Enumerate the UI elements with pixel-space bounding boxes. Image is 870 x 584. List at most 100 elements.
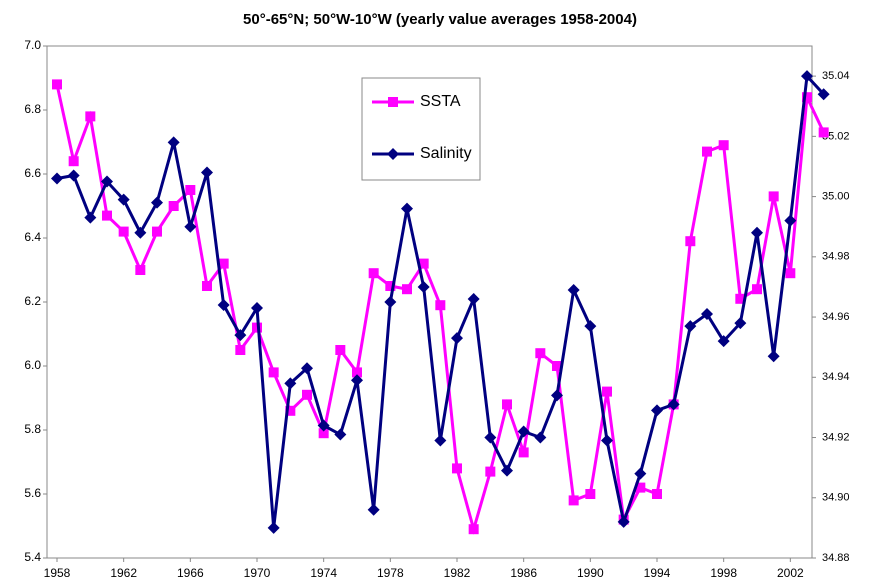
- point: [251, 302, 263, 315]
- point: [352, 367, 362, 378]
- point: [168, 201, 179, 211]
- point: [702, 146, 712, 157]
- x-tick-label: 1958: [44, 566, 71, 580]
- point: [785, 268, 796, 279]
- x-tick-label: 1970: [244, 566, 271, 580]
- y2-tick-label: 34.90: [822, 492, 850, 504]
- y2-tick-label: 34.94: [822, 371, 850, 383]
- point: [635, 482, 646, 493]
- point: [801, 70, 813, 83]
- point: [368, 268, 379, 279]
- point: [235, 345, 246, 355]
- point: [317, 419, 330, 432]
- point: [218, 258, 229, 269]
- point: [318, 428, 329, 439]
- point: [401, 202, 413, 215]
- y-tick-label: 5.8: [24, 422, 41, 436]
- y-tick-label: 5.6: [24, 486, 41, 500]
- y2-tick-label: 34.92: [822, 431, 850, 443]
- x-tick-label: 1974: [310, 566, 337, 580]
- y2-tick-label: 34.88: [822, 552, 850, 564]
- x-tick-label: 2002: [777, 566, 804, 580]
- point: [167, 136, 180, 149]
- y-tick-label: 5.4: [24, 550, 41, 564]
- point: [201, 166, 213, 179]
- point: [117, 193, 130, 206]
- point: [267, 521, 280, 534]
- point: [502, 399, 512, 410]
- point: [135, 265, 146, 275]
- x-tick-label: 1962: [110, 566, 137, 580]
- point: [552, 361, 562, 371]
- y2-tick-label: 34.96: [822, 311, 850, 323]
- y-tick-label: 6.0: [24, 358, 41, 372]
- y2-tick-label: 34.98: [822, 251, 850, 263]
- x-tick-label: 1998: [710, 566, 737, 580]
- point: [701, 308, 713, 321]
- point: [767, 350, 780, 363]
- point: [134, 226, 147, 239]
- point: [102, 210, 112, 221]
- point: [334, 428, 347, 441]
- point: [817, 88, 830, 101]
- x-tick-label: 1978: [377, 566, 404, 580]
- point: [685, 236, 696, 247]
- y-tick-label: 6.2: [24, 294, 41, 308]
- point: [434, 434, 447, 447]
- point: [85, 111, 96, 122]
- point: [718, 140, 729, 151]
- point: [484, 431, 497, 444]
- point: [452, 463, 462, 474]
- point: [384, 296, 397, 308]
- point: [351, 374, 363, 387]
- point: [84, 211, 97, 224]
- point: [634, 467, 647, 480]
- point: [818, 127, 829, 138]
- point: [418, 258, 429, 269]
- point: [202, 281, 212, 291]
- point: [285, 405, 296, 416]
- point: [751, 226, 763, 239]
- point: [602, 386, 612, 397]
- point: [667, 398, 680, 411]
- point: [651, 404, 663, 417]
- point: [585, 489, 596, 499]
- chart-title: 50°-65°N; 50°W-10°W (yearly value averag…: [243, 11, 637, 28]
- point: [52, 79, 62, 90]
- point: [51, 172, 63, 185]
- point: [535, 348, 546, 359]
- point: [784, 214, 797, 227]
- point: [217, 299, 230, 312]
- point: [118, 226, 129, 237]
- point: [601, 434, 613, 447]
- point: [101, 175, 113, 188]
- y-tick-label: 6.6: [24, 166, 41, 180]
- point: [468, 524, 479, 535]
- x-tick-label: 1982: [444, 566, 471, 580]
- point: [517, 425, 530, 438]
- y-tick-label: 6.4: [24, 230, 41, 244]
- point: [752, 284, 762, 295]
- point: [185, 185, 196, 195]
- point: [435, 300, 446, 311]
- point: [451, 332, 463, 345]
- point: [567, 283, 580, 296]
- point: [485, 466, 496, 477]
- legend-marker: [388, 97, 398, 107]
- point: [684, 320, 697, 333]
- point: [568, 495, 579, 506]
- point: [268, 367, 279, 378]
- x-tick-label: 1994: [644, 566, 671, 580]
- x-tick-label: 1966: [177, 566, 204, 580]
- point: [301, 362, 313, 375]
- point: [768, 191, 779, 202]
- y-tick-label: 7.0: [24, 38, 41, 52]
- point: [367, 503, 380, 516]
- legend-box: [361, 77, 481, 181]
- point: [385, 281, 396, 291]
- point: [717, 335, 730, 348]
- x-tick-label: 1986: [510, 566, 537, 580]
- point: [67, 169, 80, 182]
- point: [68, 156, 79, 167]
